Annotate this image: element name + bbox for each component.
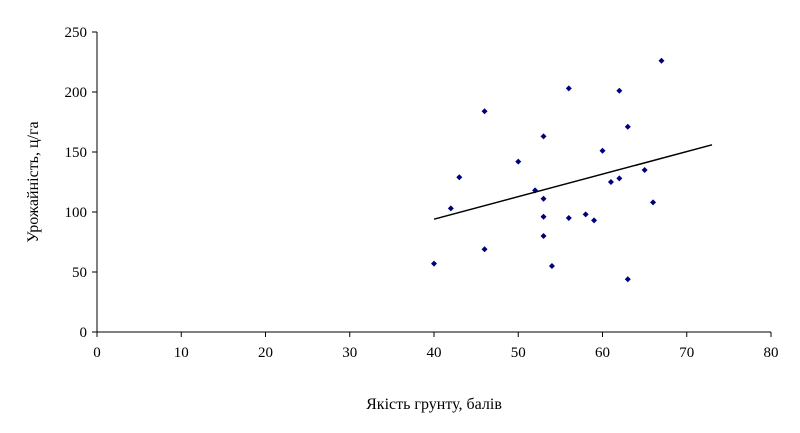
y-axis-title: Урожайність, ц/га bbox=[25, 121, 42, 242]
data-point bbox=[607, 179, 614, 185]
y-tick-label: 150 bbox=[65, 145, 88, 161]
data-point bbox=[616, 87, 623, 94]
x-tick-label: 10 bbox=[174, 345, 189, 361]
trend-line bbox=[433, 144, 713, 220]
data-point bbox=[616, 175, 623, 182]
y-tick-label: 200 bbox=[65, 85, 88, 101]
data-point bbox=[624, 123, 631, 130]
data-point bbox=[582, 211, 589, 218]
y-tick-label: 100 bbox=[65, 205, 88, 221]
data-point bbox=[641, 167, 648, 173]
x-axis-ticks: 0 10 20 30 40 50 60 70 80 bbox=[93, 332, 779, 361]
data-point bbox=[540, 213, 547, 220]
x-tick-label: 20 bbox=[258, 345, 273, 361]
data-point bbox=[431, 260, 437, 267]
x-axis-title: Якість грунту, балів bbox=[366, 396, 502, 413]
data-point bbox=[650, 199, 657, 206]
data-point bbox=[481, 246, 488, 253]
data-point bbox=[591, 217, 598, 224]
data-point bbox=[540, 195, 547, 202]
data-point bbox=[599, 147, 606, 154]
data-point bbox=[548, 263, 555, 269]
y-axis-ticks: 0 50 100 150 200 250 bbox=[65, 25, 97, 341]
x-tick-label: 50 bbox=[511, 345, 526, 361]
x-tick-label: 80 bbox=[764, 345, 779, 361]
data-point bbox=[565, 215, 572, 221]
data-point bbox=[565, 85, 572, 92]
y-tick-label: 0 bbox=[80, 325, 88, 341]
x-tick-label: 0 bbox=[93, 345, 101, 361]
data-point bbox=[658, 57, 665, 64]
marks-layer bbox=[431, 57, 713, 283]
x-tick-label: 70 bbox=[679, 345, 694, 361]
y-tick-label: 50 bbox=[72, 265, 87, 281]
data-point bbox=[456, 174, 463, 181]
x-tick-label: 60 bbox=[595, 345, 610, 361]
x-tick-label: 30 bbox=[342, 345, 357, 361]
data-point bbox=[447, 205, 454, 212]
data-point bbox=[624, 276, 631, 283]
x-tick-label: 40 bbox=[427, 345, 442, 361]
data-point bbox=[540, 233, 547, 239]
data-point bbox=[515, 158, 522, 165]
data-point bbox=[481, 108, 488, 115]
data-point bbox=[540, 133, 547, 140]
y-tick-label: 250 bbox=[65, 25, 88, 41]
